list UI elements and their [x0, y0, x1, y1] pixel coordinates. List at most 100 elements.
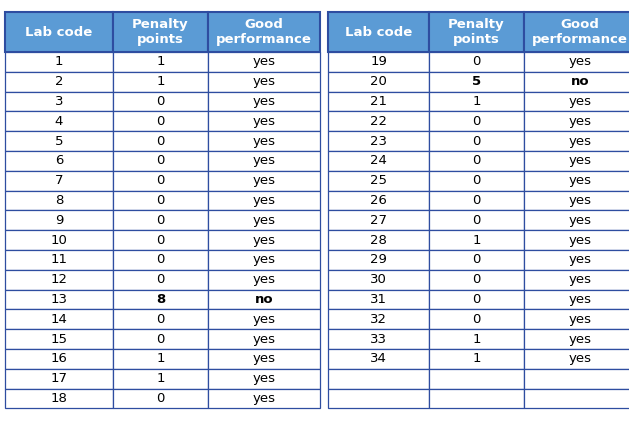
Text: yes: yes	[252, 55, 276, 68]
Bar	[429, 72, 524, 92]
Text: 32: 32	[370, 313, 387, 326]
Text: 1: 1	[472, 95, 481, 108]
Bar	[113, 369, 208, 388]
Bar	[208, 111, 320, 131]
Bar	[328, 111, 429, 131]
Text: 0: 0	[157, 135, 165, 147]
Text: yes: yes	[569, 352, 591, 366]
Text: 15: 15	[50, 333, 67, 346]
Bar	[113, 230, 208, 250]
Text: no: no	[255, 293, 274, 306]
Text: yes: yes	[252, 352, 276, 366]
Bar	[5, 131, 113, 151]
Bar	[429, 111, 524, 131]
Text: yes: yes	[252, 333, 276, 346]
Text: 1: 1	[472, 352, 481, 366]
Bar	[5, 190, 113, 210]
Text: 0: 0	[472, 174, 481, 187]
Bar	[429, 190, 524, 210]
Bar	[208, 289, 320, 309]
Bar	[5, 111, 113, 131]
Bar	[328, 52, 429, 72]
Text: 1: 1	[472, 234, 481, 246]
Text: yes: yes	[569, 95, 591, 108]
Text: 3: 3	[55, 95, 64, 108]
Bar	[429, 349, 524, 369]
Text: 0: 0	[472, 154, 481, 167]
Text: yes: yes	[569, 313, 591, 326]
Bar	[429, 289, 524, 309]
Text: yes: yes	[252, 194, 276, 207]
Bar	[524, 329, 629, 349]
Bar	[524, 270, 629, 289]
Text: yes: yes	[252, 214, 276, 227]
Bar	[328, 289, 429, 309]
Text: 0: 0	[157, 273, 165, 286]
Bar	[524, 190, 629, 210]
Bar	[5, 12, 113, 52]
Text: 0: 0	[157, 154, 165, 167]
Bar	[524, 72, 629, 92]
Text: 21: 21	[370, 95, 387, 108]
Text: 0: 0	[157, 392, 165, 405]
Text: yes: yes	[252, 135, 276, 147]
Text: 0: 0	[157, 333, 165, 346]
Text: yes: yes	[252, 392, 276, 405]
Text: 0: 0	[472, 293, 481, 306]
Bar	[113, 270, 208, 289]
Bar	[328, 329, 429, 349]
Text: Lab code: Lab code	[345, 26, 412, 39]
Bar	[113, 210, 208, 230]
Bar	[113, 72, 208, 92]
Bar	[328, 309, 429, 329]
Bar	[5, 329, 113, 349]
Bar	[429, 329, 524, 349]
Bar	[524, 151, 629, 171]
Text: 11: 11	[50, 253, 67, 266]
Text: 23: 23	[370, 135, 387, 147]
Bar	[5, 388, 113, 408]
Text: 7: 7	[55, 174, 64, 187]
Bar	[113, 111, 208, 131]
Text: yes: yes	[252, 313, 276, 326]
Text: 14: 14	[50, 313, 67, 326]
Bar	[328, 369, 429, 388]
Bar	[208, 329, 320, 349]
Text: 34: 34	[370, 352, 387, 366]
Text: 29: 29	[370, 253, 387, 266]
Text: 6: 6	[55, 154, 63, 167]
Text: 0: 0	[472, 55, 481, 68]
Text: yes: yes	[569, 273, 591, 286]
Bar	[208, 52, 320, 72]
Bar	[5, 210, 113, 230]
Text: yes: yes	[569, 333, 591, 346]
Text: no: no	[571, 75, 589, 88]
Bar	[328, 230, 429, 250]
Text: 18: 18	[50, 392, 67, 405]
Text: yes: yes	[569, 234, 591, 246]
Text: 0: 0	[472, 313, 481, 326]
Text: yes: yes	[252, 273, 276, 286]
Text: 1: 1	[156, 75, 165, 88]
Bar	[524, 388, 629, 408]
Text: 1: 1	[156, 55, 165, 68]
Text: 0: 0	[472, 115, 481, 128]
Text: 1: 1	[156, 352, 165, 366]
Text: 8: 8	[156, 293, 165, 306]
Text: 10: 10	[50, 234, 67, 246]
Bar	[429, 388, 524, 408]
Bar	[328, 72, 429, 92]
Bar	[524, 12, 629, 52]
Text: 0: 0	[157, 194, 165, 207]
Bar	[429, 12, 524, 52]
Text: 16: 16	[50, 352, 67, 366]
Bar	[5, 171, 113, 190]
Bar	[113, 52, 208, 72]
Bar	[429, 92, 524, 111]
Bar	[5, 52, 113, 72]
Text: Penalty
points: Penalty points	[132, 18, 189, 46]
Bar	[429, 171, 524, 190]
Text: 13: 13	[50, 293, 67, 306]
Text: 0: 0	[157, 234, 165, 246]
Text: yes: yes	[569, 154, 591, 167]
